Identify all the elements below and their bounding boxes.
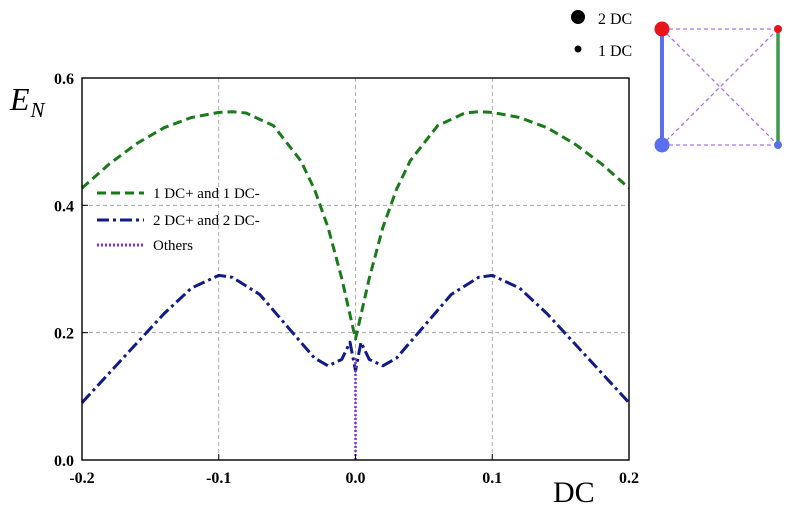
y-axis-label-main: E [9, 81, 30, 117]
inset-legend-large-dot [571, 10, 585, 24]
inset-edge-diagonal-a [661, 28, 779, 146]
y-tick-label: 0.6 [54, 71, 74, 88]
y-tick-label: 0.2 [54, 326, 74, 343]
inset-node-bottom-right [774, 141, 782, 149]
x-tick-label: 0.2 [619, 470, 639, 487]
x-tick-label: 0.1 [482, 470, 502, 487]
x-tick-label: 0.0 [346, 470, 366, 487]
x-tick-label: -0.2 [69, 470, 94, 487]
inset-legend-large-label: 2 DC [598, 11, 632, 28]
series-line-0 [81, 110, 630, 341]
legend-label-1dc: 1 DC+ and 1 DC- [153, 186, 260, 202]
legend-label-others: Others [153, 238, 193, 254]
inset-node-top-right [774, 25, 782, 33]
y-tick-label: 0.0 [54, 453, 74, 470]
legend: 1 DC+ and 1 DC- 2 DC+ and 2 DC- Others [97, 186, 260, 254]
inset-node-bottom-left [654, 137, 670, 153]
x-tick-label: -0.1 [206, 470, 231, 487]
inset-node-top-left [654, 21, 670, 37]
y-axis-label-subscript: N [30, 98, 46, 122]
inset-legend-small-dot [574, 45, 582, 53]
legend-label-2dc: 2 DC+ and 2 DC- [153, 213, 260, 229]
series-group [80, 110, 631, 460]
inset-diagram: 2 DC 1 DC [571, 10, 782, 153]
inset-legend-small-label: 1 DC [598, 43, 632, 60]
ticks: -0.2 -0.1 0.0 0.1 0.2 0.0 0.2 0.4 0.6 [54, 71, 639, 487]
y-axis-label: EN [9, 81, 46, 122]
y-tick-label: 0.4 [54, 198, 74, 215]
inset-edge-diagonal-b [661, 28, 779, 146]
x-axis-label: DC [553, 476, 595, 507]
